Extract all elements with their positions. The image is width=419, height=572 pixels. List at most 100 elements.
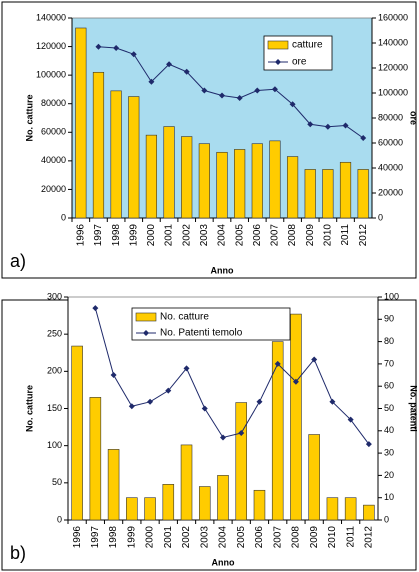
y-tick-label: 80000 — [41, 98, 66, 108]
line-marker — [165, 387, 172, 394]
bar — [339, 161, 352, 219]
y2-tick-label: 60000 — [378, 137, 403, 147]
x-tick-label: 2007 — [270, 224, 281, 247]
y2-tick-label: 70 — [384, 358, 394, 368]
x-tick-label: 2003 — [199, 526, 210, 549]
y2-axis-title: No. patenti — [409, 385, 419, 432]
legend-marker — [143, 330, 149, 336]
x-tick-label: 2005 — [234, 224, 245, 247]
y2-tick-label: 120000 — [378, 62, 408, 72]
y-tick-label: 150 — [47, 403, 62, 413]
y2-tick-label: 100000 — [378, 87, 408, 97]
x-tick-label: 1996 — [75, 224, 86, 247]
legend-marker — [275, 59, 281, 65]
x-tick-label: 2009 — [305, 224, 316, 247]
y-axis-title: No. catture — [24, 94, 34, 141]
y2-tick-label: 20 — [384, 470, 394, 480]
line-marker — [201, 405, 208, 412]
line-marker — [271, 86, 278, 93]
y-tick-label: 120000 — [36, 41, 66, 51]
bar — [271, 341, 284, 521]
x-tick-label: 2001 — [163, 526, 174, 549]
bar — [180, 444, 193, 521]
line-marker — [365, 441, 372, 448]
x-tick-label: 2002 — [181, 526, 192, 549]
x-tick-label: 2010 — [323, 224, 334, 247]
line-marker — [307, 121, 314, 128]
line-marker — [347, 416, 354, 423]
bar — [110, 90, 122, 219]
y2-tick-label: 80000 — [378, 112, 403, 122]
x-tick-label: 2000 — [145, 526, 156, 549]
y2-tick-label: 60 — [384, 381, 394, 391]
y2-tick-label: 90 — [384, 314, 394, 324]
x-tick-label: 1997 — [90, 526, 101, 549]
y2-tick-label: 0 — [378, 212, 383, 222]
x-tick-label: 2003 — [199, 224, 210, 247]
bar — [217, 475, 229, 521]
y2-tick-label: 10 — [384, 492, 394, 502]
bar — [253, 489, 266, 521]
x-tick-label: 2008 — [287, 224, 298, 247]
bar — [75, 27, 87, 219]
line-marker — [148, 78, 155, 85]
x-tick-label: 2000 — [146, 224, 157, 247]
y2-tick-label: 100 — [384, 291, 399, 301]
x-tick-label: 2004 — [218, 526, 229, 549]
bar — [322, 169, 334, 219]
y-tick-label: 300 — [47, 291, 62, 301]
y2-tick-label: 80 — [384, 336, 394, 346]
bar — [290, 313, 302, 521]
x-tick-label: 2002 — [181, 224, 192, 247]
y-axis-title: No. catture — [24, 385, 34, 432]
y-tick-label: 0 — [61, 212, 66, 222]
line-marker — [110, 372, 117, 379]
bar — [304, 169, 316, 219]
line-marker — [113, 45, 120, 51]
x-tick-label: 2011 — [345, 526, 356, 548]
bar — [216, 151, 228, 219]
y-tick-label: 100000 — [36, 70, 66, 80]
x-tick-label: 2001 — [164, 224, 175, 247]
bar — [163, 126, 175, 219]
bar — [92, 71, 105, 219]
y-tick-label: 140000 — [36, 12, 66, 22]
line-marker — [219, 92, 225, 99]
x-tick-label: 1998 — [108, 526, 119, 549]
x-tick-label: 2011 — [340, 224, 351, 246]
line-marker — [130, 51, 137, 58]
x-axis-title: Anno — [212, 557, 235, 567]
line — [98, 46, 364, 139]
line-marker — [128, 403, 135, 410]
bar — [363, 504, 375, 521]
legend-swatch — [135, 312, 157, 322]
bar — [181, 136, 193, 219]
y2-tick-label: 40 — [384, 425, 394, 435]
line-marker — [92, 305, 99, 312]
line-marker — [220, 434, 226, 441]
y2-tick-label: 140000 — [378, 37, 408, 47]
bar — [251, 143, 263, 219]
legend-label: No. Patenti temolo — [160, 328, 243, 339]
x-tick-label: 2006 — [252, 224, 263, 247]
line-marker — [292, 378, 299, 385]
x-tick-label: 1996 — [72, 526, 83, 549]
y-tick-label: 100 — [47, 440, 62, 450]
bar — [357, 169, 369, 219]
y-tick-label: 40000 — [41, 155, 66, 165]
bar — [128, 96, 140, 219]
bar — [107, 449, 120, 521]
bar — [71, 345, 83, 521]
bar — [198, 486, 211, 521]
line-marker — [324, 123, 331, 130]
line-marker — [201, 87, 208, 94]
y2-tick-label: 160000 — [378, 12, 408, 22]
bar — [344, 497, 357, 521]
bar — [145, 134, 158, 219]
bar — [269, 140, 281, 219]
x-tick-label: 1997 — [93, 224, 104, 247]
panel-label: a) — [10, 251, 26, 271]
y-tick-label: 200 — [47, 366, 62, 376]
x-tick-label: 2004 — [217, 224, 228, 247]
